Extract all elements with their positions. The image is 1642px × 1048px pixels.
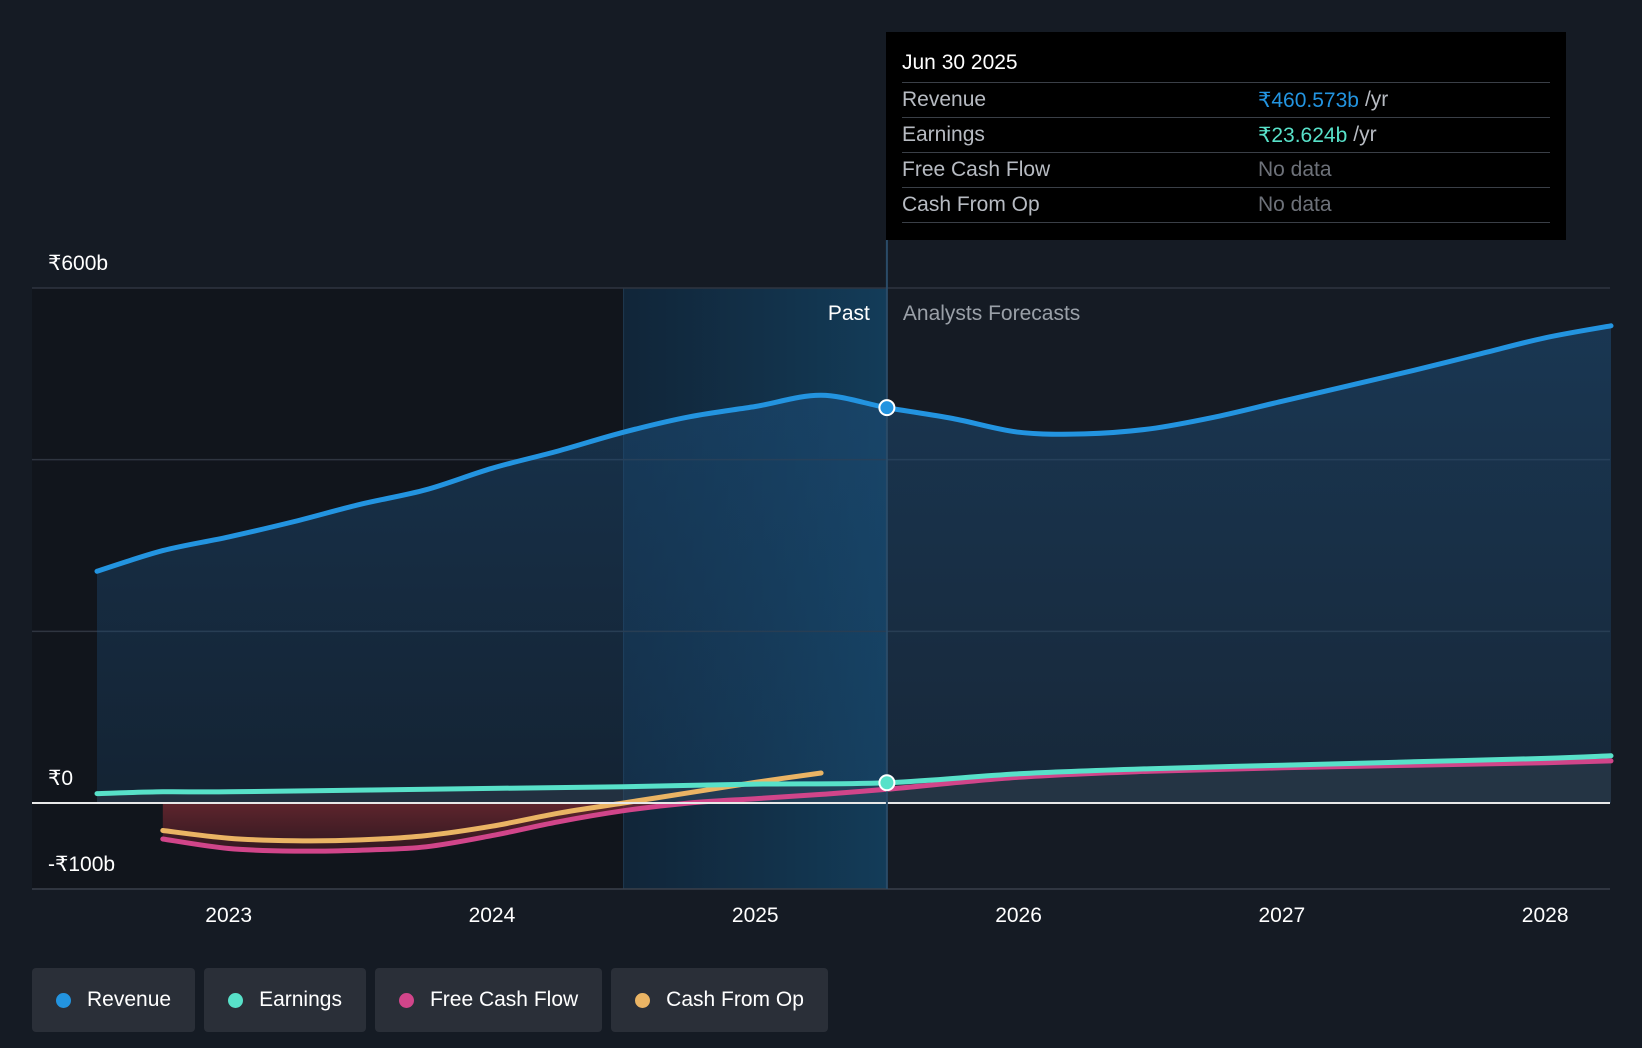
earnings-marker [878,774,896,792]
tooltip-label: Free Cash Flow [902,158,1051,181]
x-tick-label: 2024 [469,904,516,927]
y-tick-label: ₹600b [48,252,108,275]
tooltip: Jun 30 2025 Revenue ₹460.573b /yr Earnin… [886,32,1566,240]
tooltip-row-earnings: Earnings ₹23.624b /yr [902,118,1550,153]
legend-label: Free Cash Flow [429,988,579,1011]
forecast-label: Analysts Forecasts [903,302,1080,325]
legend-label: Revenue [87,988,172,1011]
y-tick-label: ₹0 [48,767,73,790]
tooltip-row-free-cash-flow: Free Cash Flow No data [902,153,1550,188]
tooltip-row-cash-from-op: Cash From Op No data [902,188,1550,223]
tooltip-value: ₹23.624b [1258,123,1348,147]
tooltip-unit: /yr [1353,123,1377,146]
cash-from-op-line [160,770,824,844]
x-tick-label: 2026 [995,904,1042,927]
legend-dot-icon [228,992,244,1008]
legend-label: Earnings [259,988,342,1011]
legend-dot-icon [398,992,414,1008]
free-cash-flow-line [160,758,1614,854]
x-tick-label: 2027 [1258,904,1305,927]
tooltip-value: No data [1258,158,1332,181]
tooltip-label: Earnings [902,123,985,146]
tooltip-date: Jun 30 2025 [902,48,1550,83]
x-tick-label: 2028 [1522,904,1569,927]
legend-item-revenue[interactable]: Revenue [32,968,196,1032]
legend-item-cash-from-op[interactable]: Cash From Op [611,968,828,1032]
x-tick-label: 2025 [732,904,779,927]
revenue-line [94,323,1614,574]
tooltip-value: ₹460.573b [1258,88,1359,112]
legend-item-earnings[interactable]: Earnings [204,968,366,1032]
tooltip-unit: /yr [1364,88,1389,111]
tooltip-label: Cash From Op [902,193,1040,216]
revenue-area [97,325,1611,803]
x-tick-label: 2023 [205,904,252,927]
legend-dot-icon [56,992,71,1008]
tooltip-row-revenue: Revenue ₹460.573b /yr [902,83,1550,118]
legend: Revenue Earnings Free Cash Flow Cash Fro… [32,968,828,1032]
legend-dot-icon [635,992,651,1008]
legend-item-free-cash-flow[interactable]: Free Cash Flow [374,968,603,1032]
legend-label: Cash From Op [666,988,804,1011]
earnings-line [94,753,1614,797]
tooltip-value: No data [1258,193,1332,216]
revenue-marker [878,399,896,417]
tooltip-label: Revenue [902,88,987,111]
y-tick-label: -₹100b [48,853,115,876]
past-label: Past [828,302,870,325]
